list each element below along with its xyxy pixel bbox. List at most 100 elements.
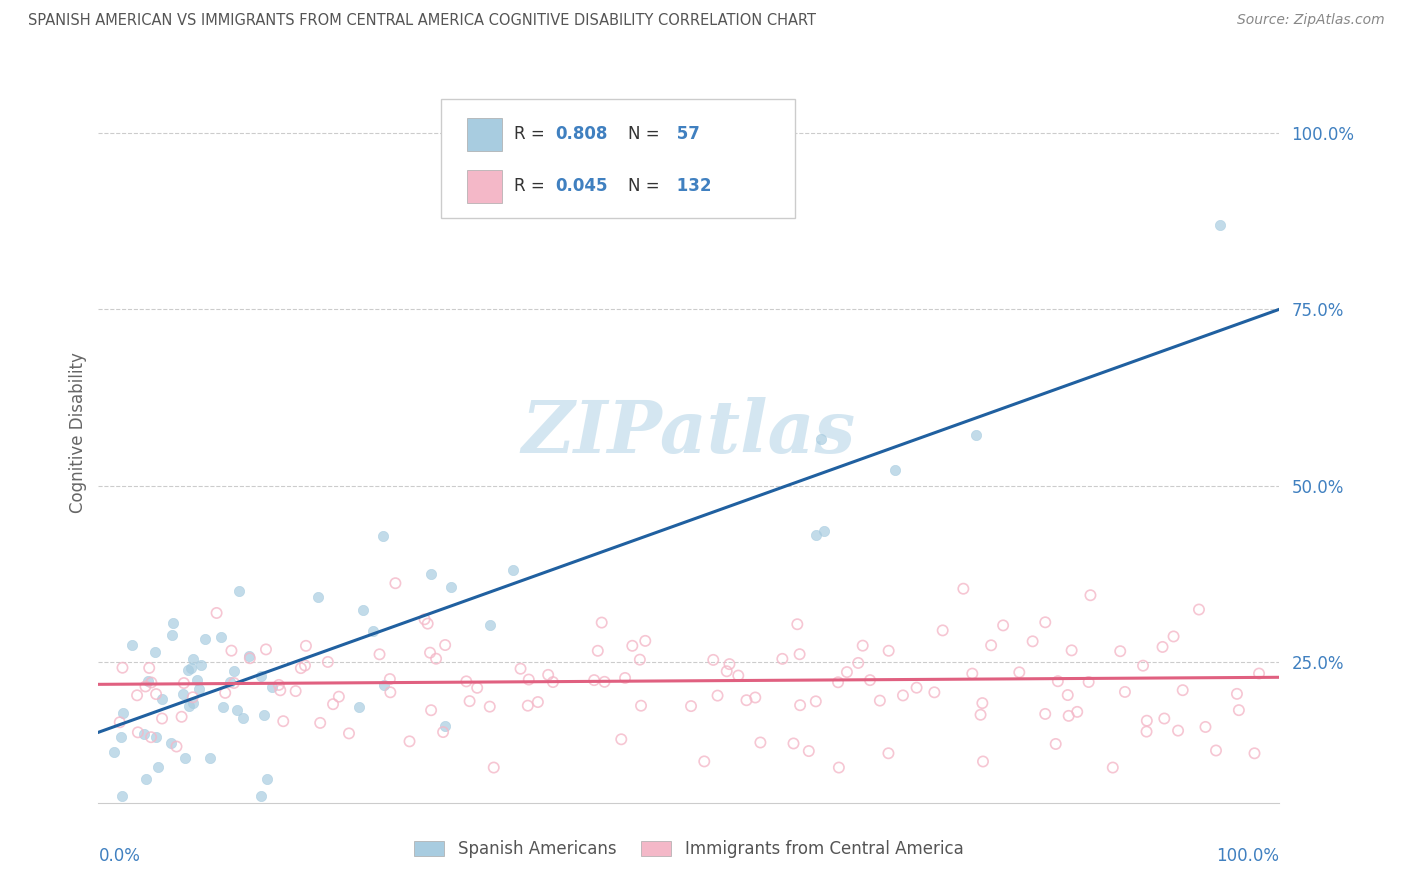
Point xyxy=(846,656,869,670)
Point xyxy=(1057,709,1080,723)
Point xyxy=(181,697,204,711)
Text: 0.0%: 0.0% xyxy=(98,847,141,865)
Point xyxy=(924,685,946,699)
Point xyxy=(972,696,994,710)
Point xyxy=(509,662,531,676)
Point xyxy=(150,712,173,726)
Point xyxy=(380,685,402,699)
Point xyxy=(253,708,276,723)
Text: SPANISH AMERICAN VS IMMIGRANTS FROM CENTRAL AMERICA COGNITIVE DISABILITY CORRELA: SPANISH AMERICAN VS IMMIGRANTS FROM CENT… xyxy=(28,13,815,29)
Point xyxy=(209,630,232,644)
Point xyxy=(1132,658,1154,673)
Point xyxy=(420,703,443,717)
Point xyxy=(827,675,849,690)
Point xyxy=(770,652,793,666)
Point xyxy=(160,628,183,642)
Point xyxy=(593,674,616,689)
Text: Source: ZipAtlas.com: Source: ZipAtlas.com xyxy=(1237,13,1385,28)
Point xyxy=(121,638,143,652)
Point xyxy=(634,633,657,648)
Point xyxy=(541,675,564,690)
Point xyxy=(143,645,166,659)
Point xyxy=(224,664,246,678)
Point xyxy=(1167,723,1189,738)
Point xyxy=(139,730,162,744)
Point xyxy=(1046,674,1069,689)
Point xyxy=(735,693,758,707)
FancyBboxPatch shape xyxy=(441,99,796,218)
Point xyxy=(232,711,254,725)
Point xyxy=(198,750,221,764)
Point xyxy=(218,674,240,689)
Point xyxy=(478,618,501,632)
Point xyxy=(432,725,454,739)
Point xyxy=(813,524,835,538)
Point xyxy=(1209,218,1232,232)
Point xyxy=(138,661,160,675)
Point xyxy=(269,683,291,698)
Text: 0.045: 0.045 xyxy=(555,178,607,195)
Text: 0.808: 0.808 xyxy=(555,125,607,144)
Point xyxy=(125,688,148,702)
Point xyxy=(419,646,441,660)
Point xyxy=(419,566,441,581)
Point xyxy=(905,681,928,695)
Point xyxy=(972,755,994,769)
Point xyxy=(527,695,550,709)
Point xyxy=(952,582,974,596)
Point xyxy=(434,638,457,652)
Point xyxy=(425,651,447,665)
Point xyxy=(1194,720,1216,734)
Point xyxy=(502,563,524,577)
Point xyxy=(980,638,1002,652)
Point xyxy=(877,644,900,658)
Point xyxy=(1135,724,1157,739)
Point xyxy=(478,699,501,714)
Point xyxy=(271,714,294,729)
Point xyxy=(170,710,193,724)
Point xyxy=(891,689,914,703)
Point xyxy=(586,644,609,658)
Point xyxy=(1152,640,1174,654)
Point xyxy=(267,678,290,692)
Point xyxy=(221,643,243,657)
Point xyxy=(591,615,613,630)
Point xyxy=(1205,743,1227,757)
Point xyxy=(228,583,250,598)
Point xyxy=(1077,675,1099,690)
Point xyxy=(111,789,134,803)
Point xyxy=(716,665,738,679)
Point xyxy=(991,618,1014,632)
Point xyxy=(679,699,702,714)
Point xyxy=(1114,685,1136,699)
Point xyxy=(583,673,606,687)
Point xyxy=(628,653,651,667)
Point xyxy=(693,755,716,769)
Point xyxy=(630,698,652,713)
Point xyxy=(361,624,384,638)
Point xyxy=(103,745,125,759)
Point xyxy=(226,703,249,717)
Point xyxy=(134,680,156,694)
Point xyxy=(176,664,198,678)
Point xyxy=(127,725,149,739)
Point xyxy=(706,689,728,703)
Point xyxy=(134,772,156,787)
Point xyxy=(238,648,260,663)
Point xyxy=(145,730,167,744)
Point xyxy=(797,744,820,758)
Point xyxy=(307,590,329,604)
Point xyxy=(249,669,271,683)
Point xyxy=(465,681,488,695)
Point xyxy=(931,624,953,638)
Point xyxy=(181,690,204,705)
Point xyxy=(440,581,463,595)
Point xyxy=(111,706,134,720)
Point xyxy=(373,677,395,691)
Point xyxy=(136,674,159,689)
Point xyxy=(1226,687,1249,701)
Point xyxy=(1008,665,1031,680)
Point xyxy=(352,602,374,616)
Point xyxy=(1101,760,1123,774)
Point xyxy=(1163,630,1185,644)
